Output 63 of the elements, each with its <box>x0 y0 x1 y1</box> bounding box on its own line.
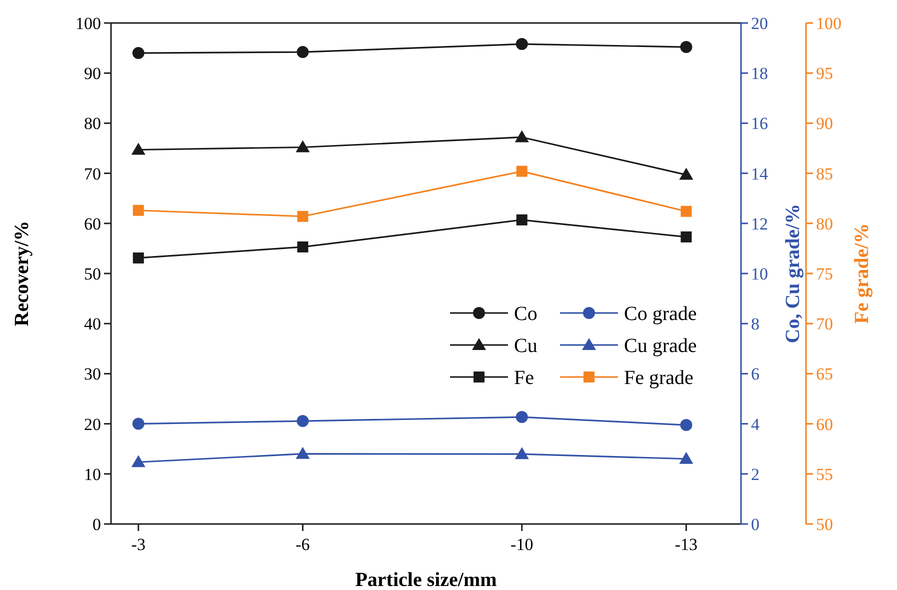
y-tick-label: 30 <box>84 364 101 384</box>
y3-axis-title: Fe grade/% <box>851 223 873 324</box>
y-tick-label: 70 <box>84 164 101 184</box>
y2-tick-label: 2 <box>751 464 760 484</box>
point <box>680 206 692 217</box>
y2-tick-label: 12 <box>751 214 768 234</box>
y-tick-label: 40 <box>84 314 101 334</box>
point <box>516 214 528 226</box>
y-tick-label: 60 <box>84 214 101 234</box>
x-tick-label: -13 <box>674 535 698 554</box>
y3-tick-label: 60 <box>816 414 833 434</box>
point <box>680 231 692 242</box>
point <box>516 166 528 177</box>
y-axis-title: Recovery/% <box>11 220 33 326</box>
point <box>516 38 528 50</box>
point <box>131 142 146 155</box>
y-tick-label: 10 <box>84 464 101 484</box>
x-tick-label: -10 <box>510 535 534 554</box>
y3-tick-label: 95 <box>816 64 833 84</box>
y2-axis-title: Co, Cu grade/% <box>782 204 804 344</box>
y3-tick-label: 85 <box>816 164 833 184</box>
y-tick-label: 80 <box>84 114 101 134</box>
y-tick-label: 0 <box>92 515 101 534</box>
point <box>680 41 692 54</box>
y-tick-label: 100 <box>76 14 101 33</box>
point <box>132 252 144 264</box>
y2-tick-label: 20 <box>751 14 768 33</box>
y3-tick-label: 50 <box>816 515 833 534</box>
y2-tick-label: 4 <box>751 414 760 434</box>
y2-tick-label: 18 <box>751 64 768 84</box>
x-axis-title: Particle size/mm <box>355 569 498 590</box>
legend-label: Fe grade <box>624 367 694 389</box>
y3-tick-label: 75 <box>816 264 833 284</box>
y3-tick-label: 90 <box>816 114 833 134</box>
y2-tick-label: 6 <box>751 364 760 384</box>
y2-tick-label: 8 <box>751 314 760 334</box>
point <box>132 47 144 60</box>
point <box>514 130 529 142</box>
point <box>296 46 309 58</box>
y2-tick-label: 16 <box>751 114 768 134</box>
legend-label: Co <box>514 303 538 325</box>
y3-tick-label: 55 <box>816 464 833 484</box>
y3-tick-label: 70 <box>816 314 833 334</box>
y-tick-label: 20 <box>84 414 101 434</box>
legend-label: Fe <box>514 367 534 389</box>
y2-tick-label: 14 <box>751 164 768 184</box>
y3-tick-label: 80 <box>816 214 833 234</box>
point <box>296 140 310 152</box>
point <box>297 241 308 252</box>
y2-tick-label: 10 <box>751 264 768 284</box>
legend-label: Co grade <box>624 303 697 325</box>
y-tick-label: 90 <box>84 64 101 84</box>
y2-tick-label: 0 <box>751 515 760 534</box>
legend-label: Cu <box>514 335 538 357</box>
y-tick-label: 50 <box>84 264 101 284</box>
point <box>132 204 144 216</box>
point <box>297 210 308 222</box>
x-tick-label: -3 <box>131 535 146 554</box>
y3-tick-label: 65 <box>816 364 833 384</box>
legend-label: Cu grade <box>624 335 697 357</box>
point <box>679 168 694 180</box>
y3-tick-label: 100 <box>816 14 842 33</box>
x-tick-label: -6 <box>296 535 310 554</box>
